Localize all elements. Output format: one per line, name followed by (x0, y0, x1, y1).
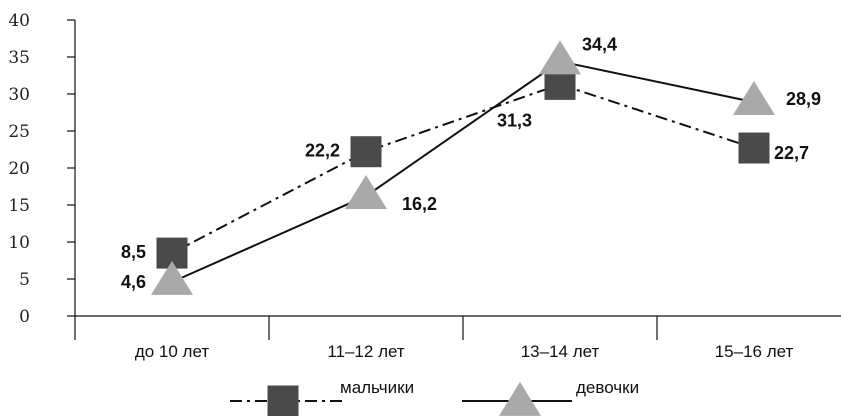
x-tick-label: 15–16 лет (715, 342, 794, 361)
data-label: 34,4 (582, 34, 617, 54)
data-label: 4,6 (121, 272, 146, 292)
data-label: 31,3 (497, 110, 532, 130)
data-labels: 8,5 22,2 31,3 22,7 4,6 16,2 34,4 28,9 (121, 34, 821, 292)
legend: мальчики девочки (230, 378, 639, 416)
x-axis-ticks: до 10 лет 11–12 лет 13–14 лет 15–16 лет (135, 316, 794, 361)
y-tick-label: 20 (8, 159, 30, 179)
triangle-marker (499, 381, 541, 416)
y-tick-label: 10 (8, 233, 30, 253)
data-label: 28,9 (786, 89, 821, 109)
triangle-marker (539, 40, 581, 75)
square-marker (738, 132, 770, 164)
legend-item-square: мальчики (230, 378, 414, 416)
legend-item-triangle: девочки (462, 378, 639, 416)
series-lines (171, 60, 755, 283)
square-marker (267, 385, 299, 416)
y-tick-label: 15 (8, 196, 30, 216)
y-tick-label: 40 (8, 11, 30, 31)
series-line-square (171, 83, 755, 254)
triangle-marker (151, 260, 193, 295)
y-tick-label: 0 (19, 307, 30, 327)
legend-label: мальчики (340, 378, 414, 397)
chart-axes (74, 20, 841, 340)
x-tick-label: 11–12 лет (327, 342, 405, 361)
y-tick-label: 30 (8, 85, 30, 105)
series-markers (151, 40, 775, 295)
series-line-triangle (171, 60, 755, 283)
y-axis-ticks: 0 5 10 15 20 25 30 35 40 (8, 11, 75, 327)
y-tick-label: 25 (8, 122, 30, 142)
data-label: 22,2 (305, 141, 340, 161)
data-label: 16,2 (402, 194, 437, 214)
data-label: 8,5 (121, 242, 146, 262)
triangle-marker (733, 81, 775, 116)
legend-label: девочки (576, 378, 639, 397)
x-tick-label: 13–14 лет (521, 342, 600, 361)
square-marker (350, 136, 382, 168)
triangle-marker (345, 175, 387, 210)
x-tick-label: до 10 лет (135, 342, 210, 361)
y-tick-label: 5 (19, 270, 30, 290)
data-label: 22,7 (774, 143, 809, 163)
y-tick-label: 35 (8, 48, 30, 68)
